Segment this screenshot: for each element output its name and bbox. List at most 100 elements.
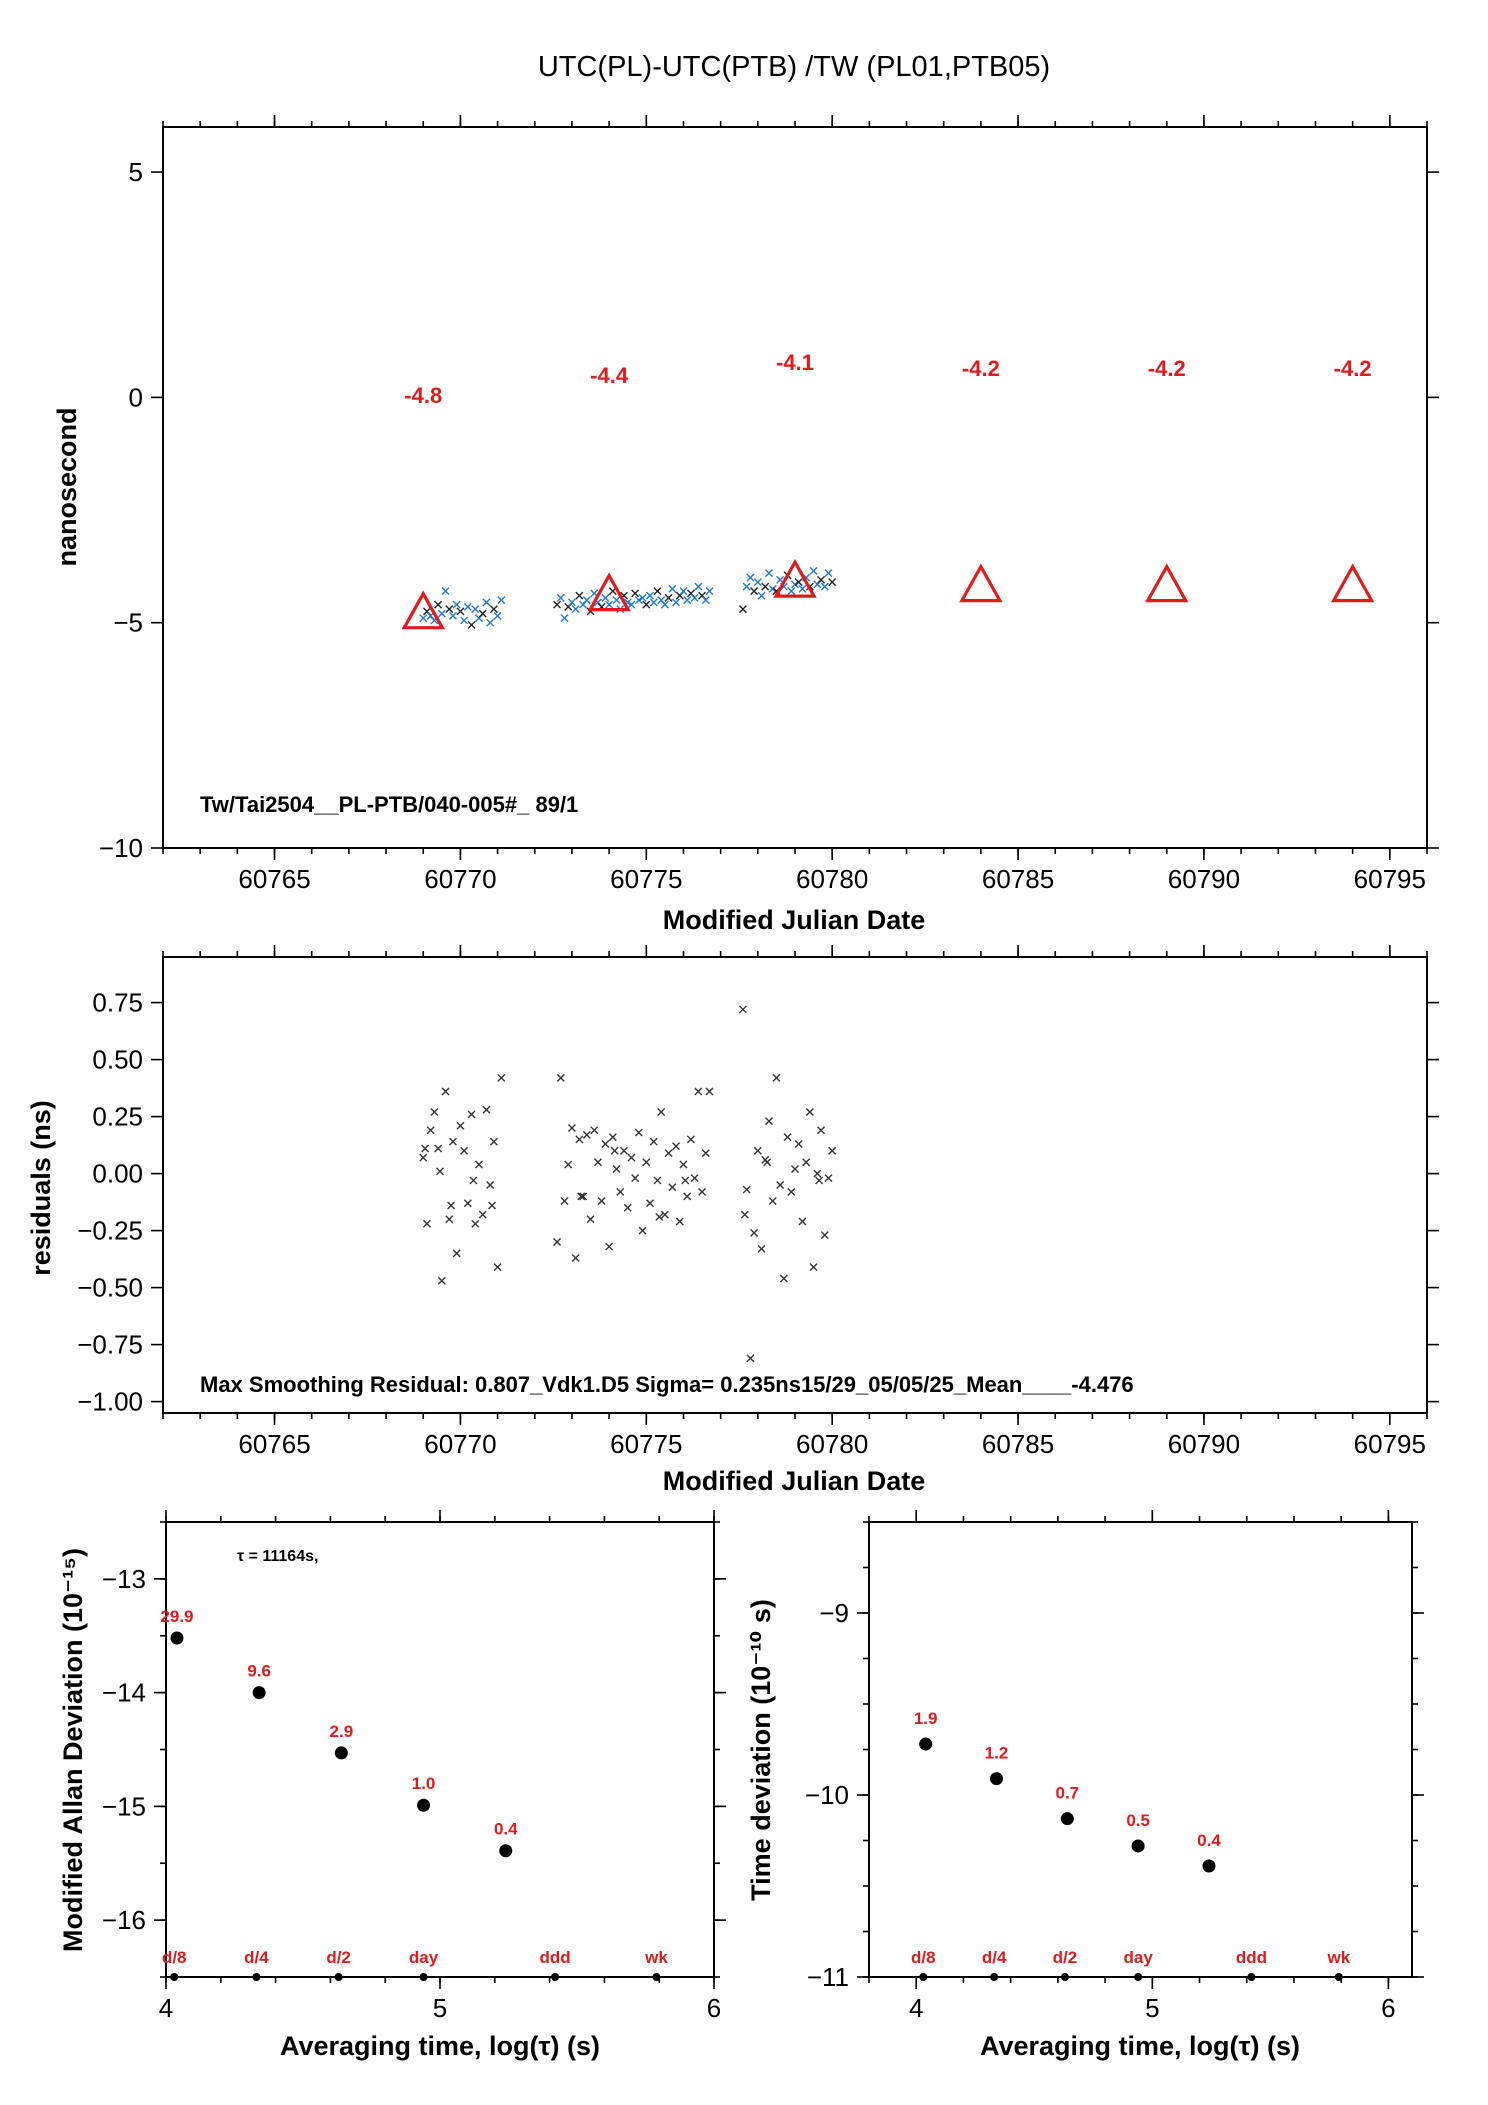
residual-point <box>772 1073 781 1082</box>
residual-point <box>488 1201 497 1210</box>
data-point <box>742 582 751 591</box>
tdev-point <box>989 1772 1003 1786</box>
tdev-label: 1.9 <box>914 1709 938 1728</box>
mean-label: -4.8 <box>404 383 442 408</box>
y-tick-label: −16 <box>102 1905 146 1935</box>
mean-triangle <box>1330 563 1375 603</box>
residual-point <box>467 1110 476 1119</box>
residual-point <box>601 1139 610 1148</box>
mdev-label: 2.9 <box>330 1722 354 1741</box>
panel-3: 4 5 6 −13 −14 −15 −16 Averaging time, log(τ) (s… <box>58 1510 726 2061</box>
x-axis-title: Modified Julian Date <box>663 1466 926 1496</box>
residual-point <box>776 1181 785 1189</box>
residual-point <box>419 1153 428 1162</box>
residual-point <box>482 1105 491 1114</box>
residual-point <box>698 1187 707 1196</box>
residual-point <box>664 1149 673 1158</box>
x-tick-label: 4 <box>159 1993 173 2023</box>
data-point <box>694 582 703 591</box>
residual-point <box>445 1215 454 1224</box>
data-point <box>634 596 643 605</box>
interval-marker <box>1060 1973 1069 1981</box>
data-point <box>660 600 669 609</box>
interval-marker <box>551 1973 560 1981</box>
tdev-label: 1.2 <box>985 1744 1009 1763</box>
data-point <box>489 605 498 614</box>
data-point <box>798 584 807 593</box>
residual-point <box>575 1135 584 1144</box>
residual-point <box>779 1274 788 1283</box>
data-point <box>750 587 759 596</box>
residual-point <box>430 1108 439 1117</box>
residual-point <box>426 1126 435 1135</box>
mdev-point <box>499 1844 513 1858</box>
residual-point <box>612 1165 621 1174</box>
charts-layer: 60765 60770 60775 60780 60785 60790 60795 5 0 −5 −… <box>26 115 1439 2061</box>
panel-1: 60765 60770 60775 60780 60785 60790 60795 5 0 −5 −… <box>52 115 1439 935</box>
residual-point <box>434 1144 443 1153</box>
x-tick-label: 5 <box>1145 1993 1159 2023</box>
residual-point <box>802 1158 811 1167</box>
residual-point <box>448 1137 457 1146</box>
residual-point <box>486 1181 495 1189</box>
residual-point <box>683 1192 692 1201</box>
data-point <box>649 598 658 607</box>
residual-point <box>787 1187 796 1196</box>
residual-point <box>660 1210 669 1219</box>
y-tick-label: −15 <box>102 1791 146 1821</box>
interval-label: d/2 <box>326 1948 351 1967</box>
y-tick-label: 0.25 <box>92 1102 143 1132</box>
data-point <box>471 605 480 614</box>
residual-point <box>631 1174 640 1183</box>
interval-marker <box>252 1973 261 1981</box>
residual-point <box>824 1174 833 1183</box>
residual-point <box>553 1238 562 1246</box>
y-tick-label: 0.00 <box>92 1159 143 1189</box>
data-point <box>556 593 565 602</box>
y-tick-label: −9 <box>819 1598 849 1628</box>
data-point <box>705 587 714 596</box>
residual-point <box>798 1217 807 1226</box>
residual-point <box>750 1228 759 1237</box>
y-tick-label: 0.50 <box>92 1045 143 1075</box>
residual-point <box>586 1215 595 1224</box>
residual-point <box>672 1142 681 1151</box>
mdev-label: 9.6 <box>247 1662 271 1681</box>
residual-point <box>657 1108 666 1117</box>
interval-label: d/8 <box>911 1948 936 1967</box>
mdev-point <box>170 1631 184 1645</box>
residual-point <box>705 1087 714 1096</box>
mdev-point <box>252 1686 266 1700</box>
mdev-label: 1.0 <box>412 1774 436 1793</box>
data-point <box>787 587 796 596</box>
data-point <box>679 587 688 596</box>
interval-marker <box>1247 1973 1256 1981</box>
data-point <box>828 578 837 587</box>
data-point <box>753 578 762 587</box>
residual-point <box>590 1126 599 1135</box>
residual-point <box>497 1073 506 1082</box>
data-point <box>757 591 766 600</box>
x-tick-label: 60780 <box>796 864 868 894</box>
residual-point <box>742 1185 751 1194</box>
data-point <box>448 611 457 620</box>
data-point <box>824 569 833 578</box>
mean-triangle <box>1145 563 1189 603</box>
data-point <box>482 598 491 607</box>
residual-point <box>456 1121 465 1130</box>
x-axis-title: Averaging time, log(τ) (s) <box>280 2031 600 2061</box>
y-tick-label: −10 <box>99 833 143 863</box>
tdev-label: 0.5 <box>1126 1811 1150 1830</box>
data-point <box>738 605 747 614</box>
interval-label: day <box>1123 1948 1153 1967</box>
interval-marker <box>1134 1973 1143 1981</box>
panel-4-frame <box>868 1521 1413 1978</box>
residual-point <box>447 1201 456 1210</box>
y-axis-title: Time deviation (10⁻¹⁰ s) <box>746 1599 776 1901</box>
data-point <box>463 602 472 611</box>
x-tick-label: 60780 <box>796 1429 868 1459</box>
x-tick-label: 60765 <box>238 864 310 894</box>
panel-2-annotation: Max Smoothing Residual: 0.807_Vdk1.D5 Si… <box>200 1372 1134 1397</box>
x-tick-label: 6 <box>707 1993 721 2023</box>
